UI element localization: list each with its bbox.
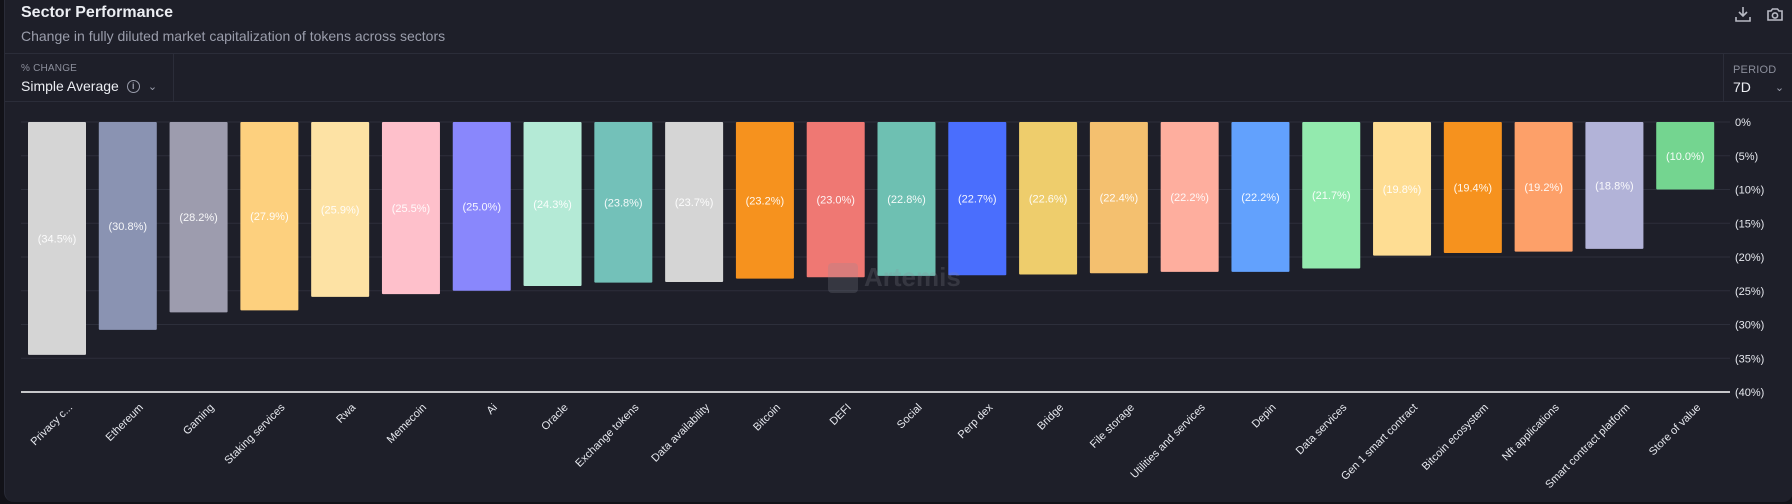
bar-data-label: (22.7%) [958, 194, 997, 206]
bar-data-label: (25.9%) [321, 204, 360, 216]
x-tick-label: Bitcoin [751, 402, 783, 434]
x-tick-label: Exchange tokens [573, 401, 642, 470]
bar-data-label: (25.5%) [392, 203, 431, 215]
bar-data-label: (23.7%) [675, 197, 714, 209]
bar[interactable] [1302, 122, 1361, 269]
x-tick-label: Oracle [539, 402, 570, 433]
bar[interactable] [452, 122, 511, 291]
y-tick-label: (30%) [1735, 320, 1764, 332]
controls-divider [5, 101, 1792, 102]
bar-data-label: (34.5%) [38, 233, 77, 245]
bar-data-label: (19.4%) [1454, 182, 1493, 194]
x-tick-label: Bitcoin ecosystem [1420, 402, 1491, 473]
bar-data-label: (22.2%) [1241, 192, 1280, 204]
bar[interactable] [1585, 122, 1644, 249]
bar-data-label: (22.4%) [1100, 193, 1139, 205]
bar[interactable] [240, 122, 299, 311]
bar-data-label: (10.0%) [1666, 151, 1705, 163]
x-tick-label: Bridge [1035, 402, 1066, 433]
metric-select[interactable]: Simple Average i ⌄ [21, 78, 157, 94]
bar-data-label: (23.0%) [816, 195, 855, 207]
bar[interactable] [169, 122, 228, 313]
bar-data-label: (21.7%) [1312, 190, 1351, 202]
bar-data-label: (19.8%) [1383, 184, 1422, 196]
period-value: 7D [1733, 79, 1751, 95]
metric-value: Simple Average [21, 78, 119, 94]
x-tick-label: Social [895, 402, 925, 432]
bar[interactable] [948, 122, 1007, 276]
bar-data-label: (27.9%) [250, 211, 289, 223]
y-tick-label: (20%) [1735, 252, 1764, 264]
x-tick-label: Gen 1 smart contract [1339, 402, 1420, 483]
x-tick-label: Ethereum [104, 402, 146, 444]
bar[interactable] [28, 122, 86, 355]
bar-data-label: (19.2%) [1524, 182, 1563, 194]
bar[interactable] [1443, 122, 1502, 253]
x-tick-label: DEFI [828, 402, 854, 428]
metric-label: % CHANGE [21, 63, 78, 74]
y-tick-label: (40%) [1735, 387, 1764, 399]
bar-data-label: (22.8%) [887, 194, 926, 206]
control-separator [173, 53, 174, 101]
x-tick-label: File storage [1088, 402, 1137, 451]
bar-data-label: (22.6%) [1029, 193, 1068, 205]
x-tick-label: Data services [1294, 401, 1350, 457]
x-tick-label: Nft applications [1500, 401, 1562, 463]
y-tick-label: (5%) [1735, 151, 1758, 163]
period-label: PERIOD [1733, 64, 1777, 76]
bar[interactable] [381, 122, 440, 295]
y-tick-label: (10%) [1735, 185, 1764, 197]
bar-data-label: (23.2%) [746, 195, 785, 207]
x-tick-label: Data availability [649, 401, 712, 464]
chevron-down-icon: ⌄ [147, 80, 158, 93]
bar[interactable] [1231, 122, 1290, 272]
x-tick-label: Ai [484, 402, 499, 417]
bar[interactable] [735, 122, 794, 279]
download-icon[interactable] [1733, 4, 1753, 24]
bar[interactable] [1160, 122, 1219, 272]
bar[interactable] [1373, 122, 1432, 256]
x-tick-label: Rwa [334, 401, 359, 426]
period-select[interactable]: 7D ⌄ [1733, 79, 1784, 95]
bar[interactable] [594, 122, 653, 283]
bar[interactable] [665, 122, 724, 282]
x-tick-label: Privacy c... [29, 402, 76, 449]
bar[interactable] [98, 122, 157, 330]
x-tick-label: Memecoin [385, 402, 429, 446]
camera-icon[interactable] [1765, 4, 1785, 24]
y-tick-label: (15%) [1735, 218, 1764, 230]
bar[interactable] [1514, 122, 1573, 252]
x-tick-label: Depin [1250, 402, 1279, 431]
bar-data-label: (24.3%) [533, 199, 572, 211]
bar[interactable] [523, 122, 582, 287]
bar-data-label: (30.8%) [109, 221, 148, 233]
bar-data-label: (25.0%) [462, 201, 501, 213]
y-tick-label: (35%) [1735, 353, 1764, 365]
bar-data-label: (28.2%) [179, 212, 218, 224]
chevron-down-icon: ⌄ [1774, 81, 1785, 94]
bar[interactable] [806, 122, 865, 278]
x-tick-label: Perp dex [956, 401, 996, 441]
bar[interactable] [1089, 122, 1148, 274]
bar[interactable] [1019, 122, 1078, 275]
y-tick-label: (25%) [1735, 286, 1764, 298]
bar[interactable] [1656, 122, 1715, 190]
bar-data-label: (18.8%) [1595, 180, 1634, 192]
chart-subtitle: Change in fully diluted market capitaliz… [21, 28, 446, 44]
x-tick-label: Staking services [222, 401, 287, 466]
bar-data-label: (22.2%) [1170, 192, 1209, 204]
info-icon[interactable]: i [126, 79, 140, 93]
x-tick-label: Gaming [181, 402, 217, 438]
bar[interactable] [311, 122, 370, 297]
bar-data-label: (23.8%) [604, 197, 643, 209]
chart-title: Sector Performance [21, 4, 174, 21]
x-tick-label: Store of value [1647, 402, 1703, 458]
x-tick-label: Utilities and services [1128, 401, 1208, 481]
header-divider [5, 53, 1792, 54]
bar[interactable] [877, 122, 936, 276]
control-separator [1723, 53, 1724, 101]
y-tick-label: 0% [1735, 117, 1751, 129]
